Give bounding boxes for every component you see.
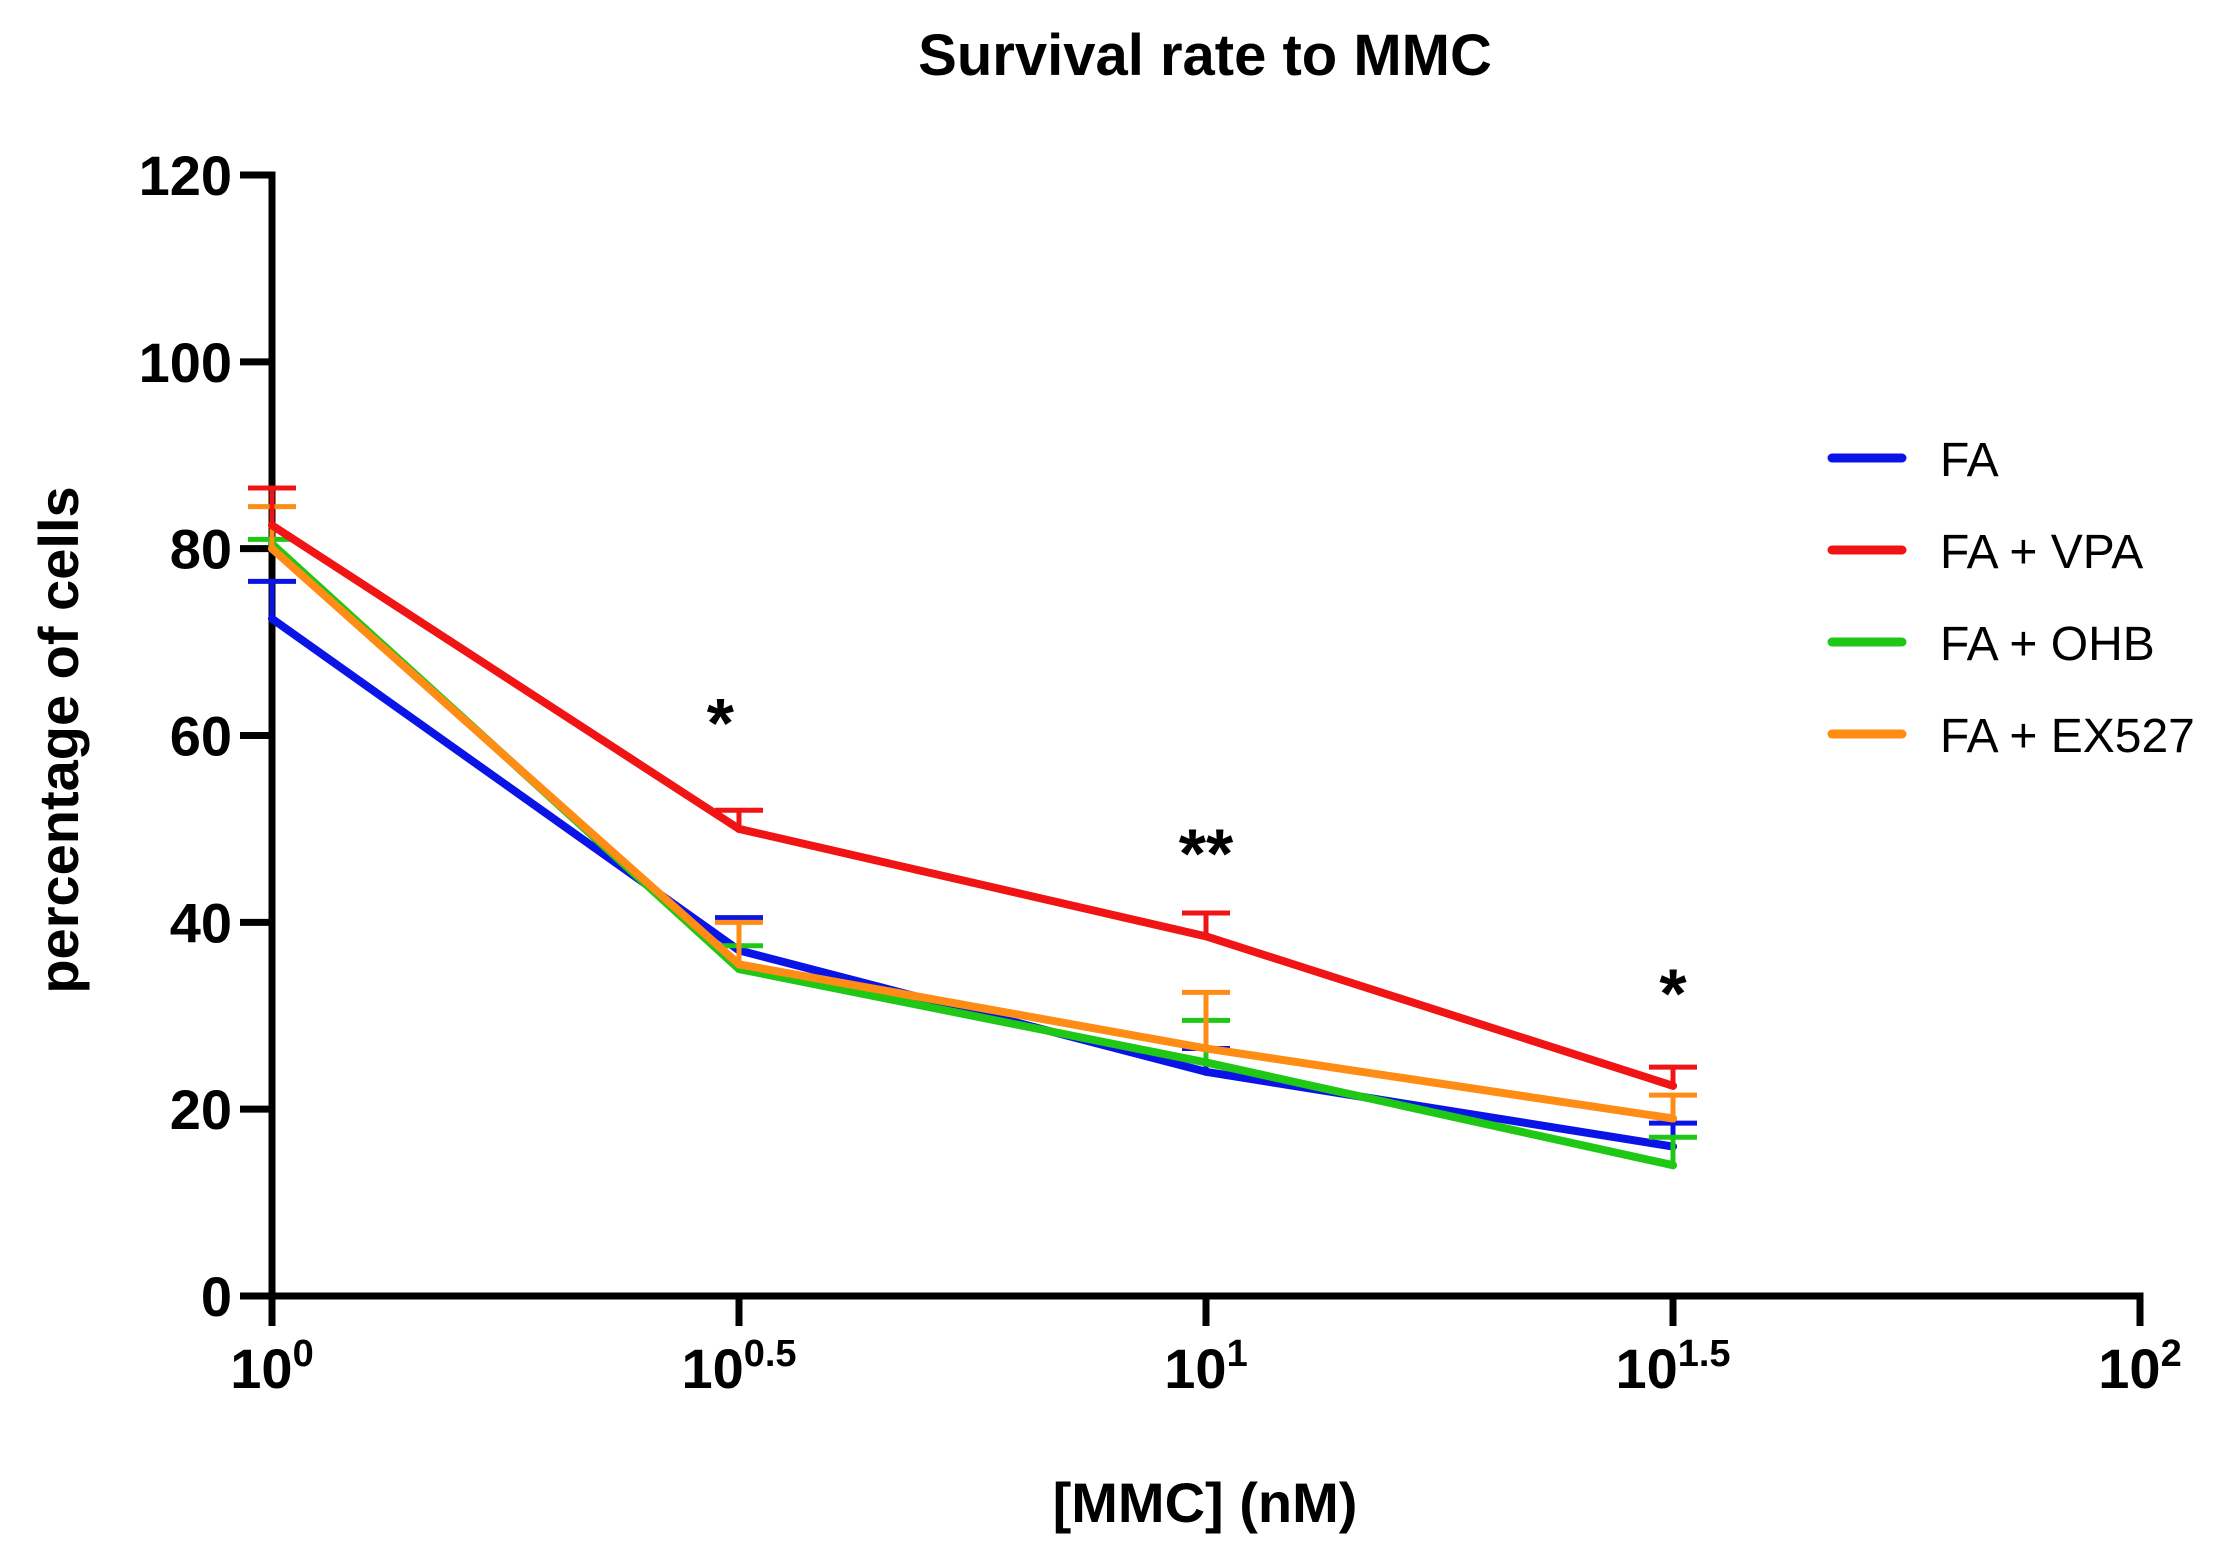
data-point	[268, 521, 276, 530]
data-point	[268, 544, 276, 553]
data-point	[268, 614, 276, 623]
data-point	[1202, 1067, 1210, 1076]
data-point	[1669, 1081, 1677, 1090]
chart-title: Survival rate to MMC	[918, 23, 1492, 88]
y-tick-label: 0	[201, 1265, 232, 1328]
series-fa-vpa	[248, 485, 1697, 1090]
y-tick-label: 100	[139, 331, 232, 394]
annotations: ****	[707, 684, 1688, 1033]
series-line	[268, 544, 1677, 1123]
y-tick-label: 80	[170, 518, 232, 581]
legend: FA FA + VPA FA + OHB FA + EX527	[1827, 434, 2195, 763]
data-point	[1202, 932, 1210, 941]
legend-label: FA + EX527	[1940, 710, 2195, 763]
x-tick-label: 101.5	[1615, 1333, 1730, 1400]
y-tick-label: 120	[139, 144, 232, 207]
x-tick-label: 100.5	[681, 1333, 796, 1400]
x-tick-label: 102	[2098, 1333, 2181, 1400]
series-line	[268, 614, 1677, 1151]
series-line	[268, 539, 1677, 1170]
significance-marker: *	[707, 684, 735, 762]
data-point	[1202, 1058, 1210, 1067]
y-axis-label: percentage of cells	[27, 486, 90, 993]
y-tick-label: 60	[170, 705, 232, 768]
legend-item: FA + OHB	[1827, 618, 2155, 671]
data-point	[1669, 1114, 1677, 1123]
series-fa	[248, 578, 1697, 1151]
x-tick-label: 101	[1164, 1333, 1247, 1400]
data-point	[735, 824, 743, 833]
data-point	[735, 960, 743, 969]
significance-marker: *	[1659, 955, 1687, 1033]
legend-label: FA + VPA	[1940, 526, 2143, 579]
legend-item: FA	[1827, 434, 1999, 487]
data-point	[1202, 1044, 1210, 1053]
series-layer	[248, 485, 1697, 1170]
legend-label: FA + OHB	[1940, 618, 2155, 671]
y-tick-label: 20	[170, 1078, 232, 1141]
legend-item: FA + EX527	[1827, 710, 2195, 763]
data-point	[1669, 1161, 1677, 1170]
series-fa-ohb	[248, 536, 1697, 1170]
x-axis-label: [MMC] (nM)	[1053, 1471, 1358, 1534]
x-tick-label: 100	[230, 1333, 313, 1400]
series-line	[268, 521, 1677, 1090]
significance-marker: **	[1179, 815, 1234, 893]
axes: 0 20 40 60 80 100 120 100 100.5 101 101.5 102	[139, 144, 2182, 1400]
legend-label: FA	[1940, 434, 1999, 487]
legend-item: FA + VPA	[1827, 526, 2143, 579]
series-fa-ex527	[248, 504, 1697, 1123]
y-tick-label: 40	[170, 891, 232, 954]
